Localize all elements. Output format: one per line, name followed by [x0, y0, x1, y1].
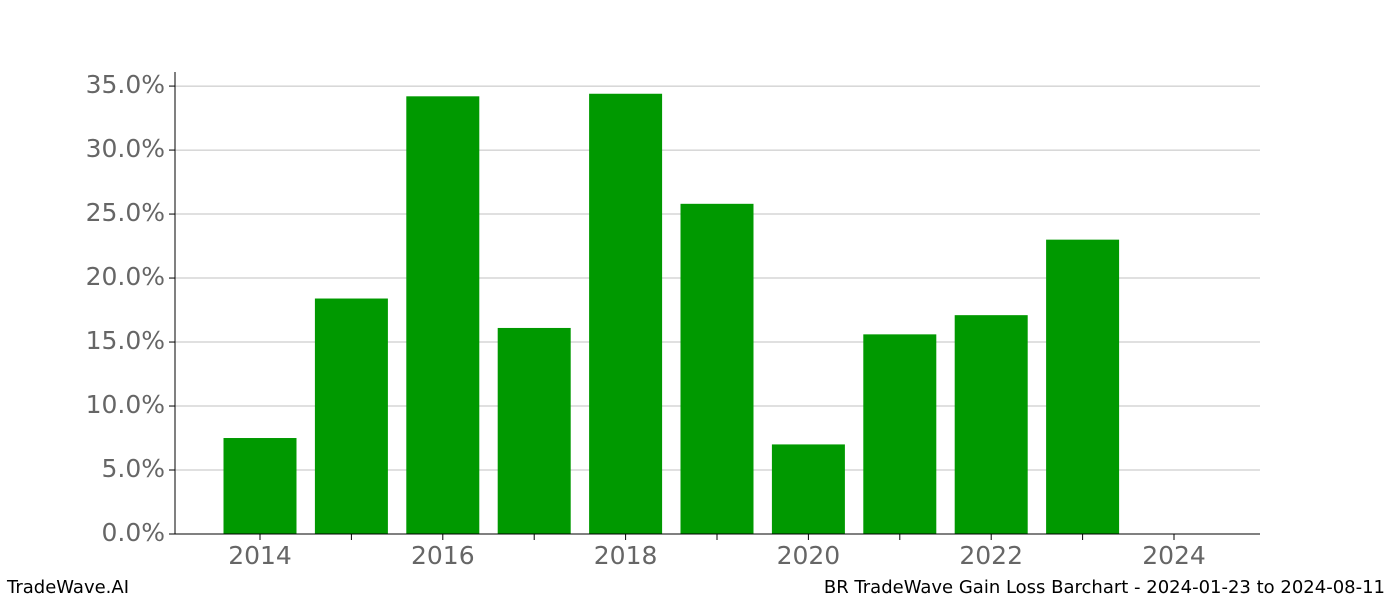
- footer-brand: TradeWave.AI: [6, 577, 129, 598]
- x-tick-label: 2014: [228, 541, 292, 570]
- bar: [406, 96, 480, 534]
- bar: [497, 327, 571, 534]
- bar: [223, 438, 297, 534]
- bar: [680, 203, 754, 534]
- y-tick-label: 25.0%: [86, 198, 165, 227]
- bar: [314, 298, 388, 534]
- y-tick-label: 30.0%: [86, 134, 165, 163]
- y-tick-label: 0.0%: [101, 518, 165, 547]
- x-tick-label: 2022: [959, 541, 1023, 570]
- y-tick-label: 10.0%: [86, 390, 165, 419]
- x-tick-label: 2016: [411, 541, 475, 570]
- y-tick-label: 15.0%: [86, 326, 165, 355]
- bar: [863, 334, 937, 534]
- y-tick-label: 5.0%: [101, 454, 165, 483]
- y-tick-label: 35.0%: [86, 70, 165, 99]
- y-tick-label: 20.0%: [86, 262, 165, 291]
- bar: [1046, 239, 1120, 534]
- x-tick-label: 2020: [777, 541, 841, 570]
- bar: [954, 315, 1028, 534]
- x-tick-label: 2024: [1142, 541, 1206, 570]
- x-tick-label: 2018: [594, 541, 658, 570]
- footer-caption: BR TradeWave Gain Loss Barchart - 2024-0…: [824, 577, 1385, 598]
- bar: [589, 93, 663, 535]
- bar: [771, 444, 845, 534]
